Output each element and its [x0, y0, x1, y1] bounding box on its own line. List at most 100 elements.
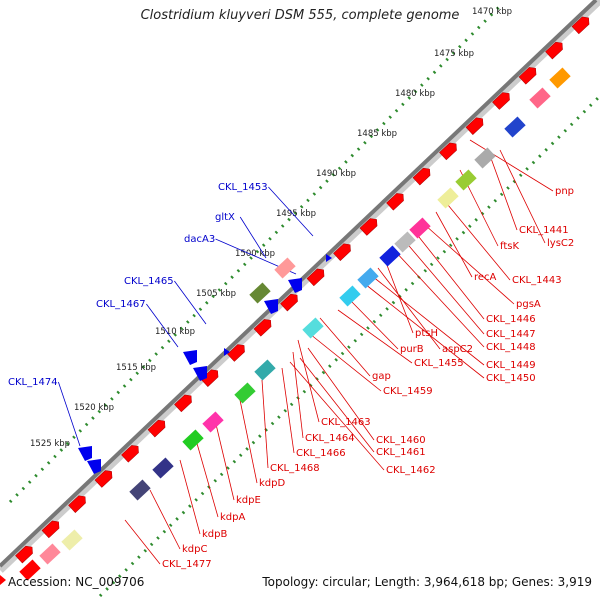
forward-gene-arrow — [333, 243, 351, 261]
forward-gene-arrow-shape — [333, 243, 351, 261]
forward-gene-arrow — [253, 319, 272, 337]
gene-box — [529, 87, 551, 109]
footer: Accession: NC_009706 Topology: circular;… — [0, 573, 600, 595]
gene-box — [504, 116, 526, 138]
red-leader-line — [304, 329, 382, 392]
red-leader-line — [403, 239, 485, 335]
reverse-gene-arrow — [183, 350, 197, 365]
gene-box — [339, 285, 361, 307]
gene-label: CKL_1448 — [486, 342, 536, 353]
gene-box-fill — [437, 187, 459, 209]
gene-label: kdpB — [202, 529, 227, 540]
gene-label: gap — [372, 371, 391, 382]
gene-label: CKL_1465 — [124, 276, 174, 287]
gene-box — [249, 282, 271, 304]
reverse-gene-arrow — [224, 348, 230, 356]
reverse-gene-arrow — [288, 278, 302, 293]
gene-label: CKL_1460 — [376, 435, 426, 446]
gene-label: CKL_1477 — [162, 559, 212, 570]
kbp-tick-label: 1480 kbp — [395, 89, 435, 99]
gene-box — [129, 479, 151, 501]
gene-box — [549, 67, 571, 89]
gene-label: CKL_1450 — [486, 373, 536, 384]
gene-box — [379, 245, 401, 267]
gene-box — [202, 411, 224, 433]
red-leader-line — [447, 204, 511, 281]
red-leader-line — [214, 419, 235, 501]
forward-gene-arrow-shape — [15, 545, 33, 564]
gene-label: pnp — [555, 186, 574, 197]
forward-gene-arrow — [518, 67, 537, 85]
legend-swatch — [0, 575, 6, 585]
forward-gene-arrow-shape — [386, 193, 404, 211]
gene-box — [394, 231, 416, 253]
gene-box — [61, 529, 83, 551]
kbp-tick-label: 1505 kbp — [196, 289, 236, 299]
reverse-gene-arrow — [78, 446, 92, 461]
gene-label: aspC2 — [442, 344, 473, 355]
red-leader-line — [424, 224, 515, 305]
red-leader-line — [289, 361, 385, 471]
gene-label: kdpE — [236, 495, 261, 506]
gene-box-fill — [129, 479, 151, 501]
gene-box-fill — [529, 87, 551, 109]
gene-box-fill — [455, 169, 477, 191]
gene-label: ftsK — [500, 241, 519, 252]
forward-gene-arrow-shape — [174, 394, 192, 413]
red-leader-line — [281, 367, 295, 454]
forward-gene-arrow-shape — [492, 92, 510, 110]
gene-box — [455, 169, 477, 191]
gene-label: kdpA — [220, 512, 245, 523]
forward-gene-arrow — [41, 520, 60, 539]
accession-text: Accession: NC_009706 — [8, 575, 145, 589]
red-leader-line — [499, 149, 546, 244]
gene-label: purB — [400, 344, 424, 355]
gene-label: CKL_1466 — [296, 448, 346, 459]
kbp-tick-label: 1520 kbp — [74, 403, 114, 413]
blue-leader-line — [239, 216, 267, 259]
gene-box — [357, 267, 379, 289]
forward-gene-arrow — [465, 117, 484, 135]
forward-gene-arrow — [68, 495, 86, 513]
forward-gene-arrow-shape — [200, 369, 219, 387]
red-leader-line — [469, 139, 554, 192]
gene-box-fill — [474, 147, 496, 169]
kbp-tick-label: 1495 kbp — [276, 209, 316, 219]
forward-gene-arrow — [306, 268, 325, 287]
forward-gene-arrow-shape — [121, 445, 139, 463]
kbp-tick-label: 1525 kbp — [30, 439, 70, 449]
forward-gene-arrow-shape — [94, 470, 113, 488]
gene-box-fill — [61, 529, 83, 551]
gene-label: ptsH — [415, 328, 438, 339]
forward-gene-arrow — [200, 369, 219, 387]
gene-box — [152, 457, 174, 479]
forward-gene-arrow — [492, 92, 510, 110]
gene-label: CKL_1459 — [383, 386, 433, 397]
topology-text: Topology: circular; Length: 3,964,618 bp… — [262, 575, 592, 589]
forward-gene-arrow-shape — [227, 344, 245, 362]
forward-gene-arrow-shape — [545, 41, 563, 60]
gene-box — [182, 429, 204, 451]
gene-label: CKL_1446 — [486, 314, 536, 325]
forward-gene-arrow — [15, 545, 33, 564]
forward-gene-arrow-shape — [68, 495, 86, 513]
forward-gene-arrow — [147, 419, 166, 438]
kbp-tick-label: 1485 kbp — [357, 129, 397, 139]
forward-gene-arrow-shape — [439, 142, 457, 161]
gene-box-fill — [234, 382, 256, 404]
gene-label: dacA3 — [184, 234, 215, 245]
gene-label: CKL_1461 — [376, 447, 426, 458]
gene-label: CKL_1468 — [270, 463, 320, 474]
gene-box — [254, 359, 276, 381]
red-leader-line — [261, 379, 269, 469]
red-leader-line — [239, 399, 258, 484]
gene-label: CKL_1453 — [218, 182, 268, 193]
gene-box — [19, 559, 41, 581]
gene-label: CKL_1462 — [386, 465, 436, 476]
forward-gene-arrow — [439, 142, 457, 161]
red-leader-line — [384, 259, 414, 334]
kbp-tick-label: 1490 kbp — [316, 169, 356, 179]
forward-gene-arrow-shape — [359, 218, 378, 236]
